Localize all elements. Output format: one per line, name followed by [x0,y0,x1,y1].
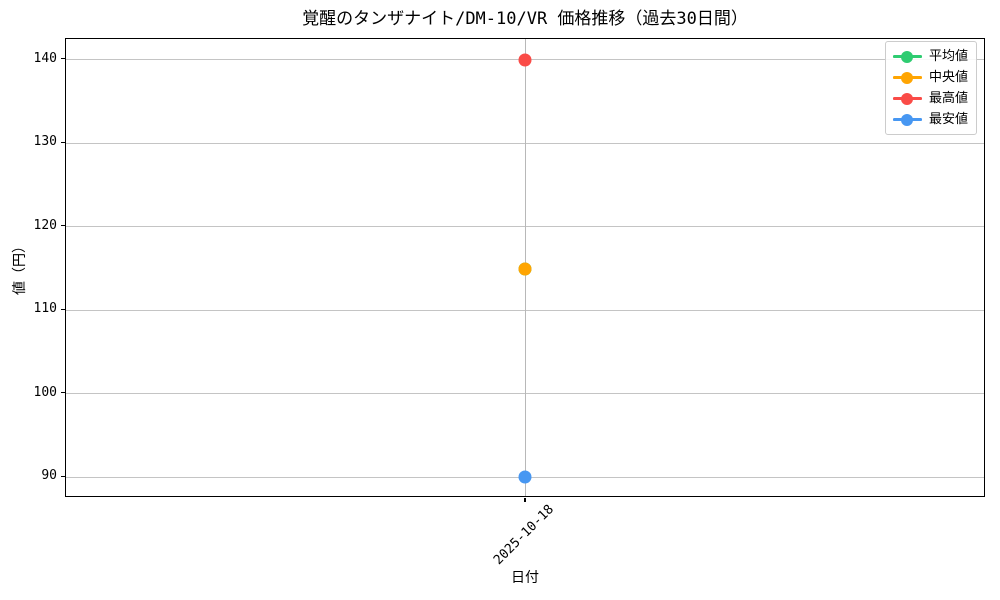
y-tick-mark-110 [60,308,65,310]
legend-marker-中央値 [892,71,922,84]
y-tick-mark-140 [60,58,65,60]
legend-item-中央値: 中央値 [892,68,968,87]
y-tick-mark-90 [60,475,65,477]
y-tick-label-100: 100 [33,384,57,400]
legend-dot-icon [901,71,914,84]
x-tick-label-2025-10-18: 2025-10-18 [491,502,557,568]
x-tick-mark-2025-10-18 [524,497,526,502]
legend-label-最安値: 最安値 [928,111,968,127]
legend-dot-icon [901,92,914,105]
legend-dot-icon [901,50,914,63]
y-tick-label-110: 110 [33,301,57,317]
y-axis-label: 値（円） [12,239,28,295]
y-tick-mark-100 [60,392,65,394]
y-tick-label-120: 120 [33,217,57,233]
legend-item-最高値: 最高値 [892,89,968,108]
legend-marker-最安値 [892,113,922,126]
data-point-最安値-2025-10-18 [518,470,532,484]
y-tick-mark-120 [60,225,65,227]
y-tick-label-90: 90 [41,468,57,484]
legend-item-最安値: 最安値 [892,110,968,129]
plot-area: 平均値中央値最高値最安値 [65,38,985,497]
chart-title: 覚醒のタンザナイト/DM-10/VR 価格推移（過去30日間） [302,9,748,29]
legend-marker-平均値 [892,50,922,63]
y-tick-mark-130 [60,141,65,143]
legend-label-最高値: 最高値 [928,90,968,106]
data-point-最高値-2025-10-18 [518,53,532,67]
legend-label-平均値: 平均値 [928,48,968,64]
y-tick-label-140: 140 [33,50,57,66]
legend-dot-icon [901,113,914,126]
y-tick-label-130: 130 [33,134,57,150]
legend: 平均値中央値最高値最安値 [884,41,977,135]
x-axis-label: 日付 [511,570,539,586]
legend-item-平均値: 平均値 [892,47,968,66]
legend-label-中央値: 中央値 [928,69,968,85]
data-point-中央値-2025-10-18 [518,262,532,275]
legend-marker-最高値 [892,92,922,105]
